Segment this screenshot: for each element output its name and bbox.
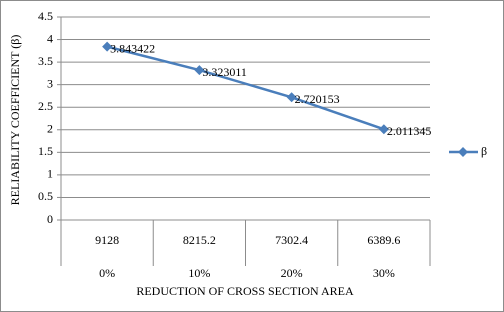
legend-marker xyxy=(458,147,468,157)
x-group-label: 30% xyxy=(373,266,395,280)
data-label: 3.843422 xyxy=(110,41,155,55)
point xyxy=(378,124,389,135)
point xyxy=(102,41,113,52)
data-label: 2.720153 xyxy=(295,92,340,106)
data-label: 3.323011 xyxy=(202,65,247,79)
x-axis-title: REDUCTION OF CROSS SECTION AREA xyxy=(136,284,354,298)
y-tick-label: 3.5 xyxy=(38,54,53,68)
x-tick-label: 6389.6 xyxy=(367,233,400,247)
x-tick-label: 9128 xyxy=(95,233,119,247)
y-tick-label: 0.5 xyxy=(38,189,53,203)
x-group-label: 0% xyxy=(99,266,115,280)
y-tick-label: 1 xyxy=(47,167,53,181)
point xyxy=(286,92,297,103)
data-label: 2.011345 xyxy=(387,124,432,138)
x-tick-label: 7302.4 xyxy=(275,233,308,247)
y-axis-title: RELIABILITY COEFFICIENT (β) xyxy=(8,35,22,206)
y-tick-label: 4 xyxy=(47,31,53,45)
y-tick-label: 3 xyxy=(47,76,53,90)
x-group-label: 20% xyxy=(281,266,303,280)
x-tick-label: 8215.2 xyxy=(183,233,216,247)
y-tick-label: 1.5 xyxy=(38,144,53,158)
y-tick-label: 2 xyxy=(47,122,53,136)
point xyxy=(194,65,205,76)
y-tick-label: 4.5 xyxy=(38,9,53,23)
series-line xyxy=(106,45,385,131)
legend-label: β xyxy=(481,144,487,158)
x-group-label: 10% xyxy=(188,266,210,280)
y-tick-label: 0 xyxy=(47,212,53,226)
y-tick-label: 2.5 xyxy=(38,99,53,113)
